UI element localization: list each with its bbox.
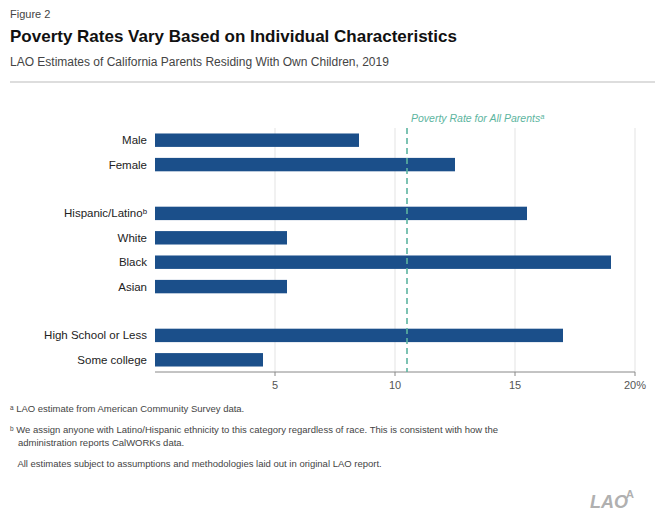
subtitle: LAO Estimates of California Parents Resi… (10, 55, 389, 69)
category-label: White (118, 232, 147, 244)
header-rule (10, 82, 655, 83)
bars (155, 133, 611, 366)
bar (155, 133, 359, 146)
chart-root: Figure 2 Poverty Rates Vary Based on Indi… (0, 0, 665, 523)
figure-label: Figure 2 (10, 8, 50, 20)
bar (155, 158, 455, 171)
category-label: Female (109, 159, 147, 171)
bar (155, 353, 263, 366)
category-label: Male (122, 134, 147, 146)
tick-mark (635, 372, 636, 376)
tick-label: 10 (389, 379, 401, 391)
reference-line (406, 128, 408, 372)
category-label: High School or Less (44, 329, 147, 341)
watermark: LAO (590, 492, 628, 512)
bar (155, 329, 563, 342)
bar (155, 255, 611, 268)
bar (155, 280, 287, 293)
category-label: Some college (77, 354, 147, 366)
bar (155, 231, 287, 244)
footnote: All estimates subject to assumptions and… (10, 458, 382, 469)
watermark-superscript: A (626, 488, 634, 500)
bar (155, 207, 527, 220)
tick-mark (515, 372, 516, 376)
x-axis: 5 10 15 20% (155, 372, 646, 391)
category-label: Asian (118, 281, 147, 293)
footnote: ᵇ We assign anyone with Latino/Hispanic … (10, 424, 498, 448)
y-axis: Some college High School or Less Asian Blac… (44, 134, 148, 366)
x-axis-line (155, 372, 635, 373)
grid-line (635, 128, 636, 372)
tick-mark (275, 372, 276, 376)
reference-label: Poverty Rate for All Parentsᵃ (411, 112, 544, 124)
title: Poverty Rates Vary Based on Individual C… (10, 27, 457, 46)
tick-label: 20% (624, 379, 646, 391)
tick-mark (395, 372, 396, 376)
category-label: Black (119, 256, 147, 268)
tick-label: 15 (509, 379, 521, 391)
tick-label: 5 (272, 379, 278, 391)
footnote: ᵃ LAO estimate from American Community S… (10, 403, 244, 414)
category-label: Hispanic/Latinoᵇ (64, 207, 148, 219)
